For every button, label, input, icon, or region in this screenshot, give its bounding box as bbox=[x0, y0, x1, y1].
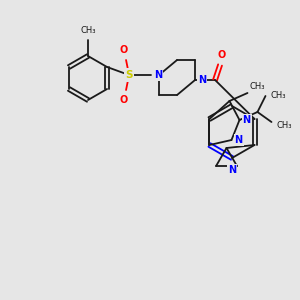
Text: N: N bbox=[198, 75, 206, 85]
Text: CH₃: CH₃ bbox=[271, 92, 286, 100]
Text: N: N bbox=[154, 70, 162, 80]
Text: CH₃: CH₃ bbox=[80, 26, 96, 35]
Text: CH₃: CH₃ bbox=[277, 121, 292, 130]
Text: N: N bbox=[242, 115, 250, 125]
Text: O: O bbox=[120, 45, 128, 55]
Text: N: N bbox=[228, 165, 236, 175]
Text: N: N bbox=[235, 135, 243, 145]
Text: CH₃: CH₃ bbox=[250, 82, 265, 91]
Text: O: O bbox=[120, 95, 128, 105]
Text: S: S bbox=[125, 70, 133, 80]
Text: O: O bbox=[218, 50, 226, 60]
